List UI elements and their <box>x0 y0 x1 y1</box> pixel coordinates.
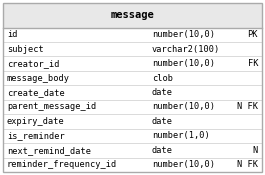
Text: number(10,0): number(10,0) <box>152 30 215 39</box>
Bar <box>3 3 262 27</box>
Text: next_remind_date: next_remind_date <box>7 146 91 155</box>
Text: create_date: create_date <box>7 88 65 97</box>
Text: N FK: N FK <box>237 160 258 169</box>
Text: message_body: message_body <box>7 74 70 83</box>
Text: date: date <box>152 88 173 97</box>
Text: expiry_date: expiry_date <box>7 117 65 126</box>
Text: creator_id: creator_id <box>7 59 59 68</box>
Text: FK: FK <box>248 59 258 68</box>
Text: varchar2(100): varchar2(100) <box>152 45 220 54</box>
Text: reminder_frequency_id: reminder_frequency_id <box>7 160 117 169</box>
Text: number(10,0): number(10,0) <box>152 103 215 111</box>
Text: N FK: N FK <box>237 103 258 111</box>
Text: id: id <box>7 30 17 39</box>
Text: parent_message_id: parent_message_id <box>7 103 96 111</box>
Text: date: date <box>152 117 173 126</box>
Text: date: date <box>152 146 173 155</box>
Text: number(10,0): number(10,0) <box>152 160 215 169</box>
Text: message: message <box>111 10 154 20</box>
Text: subject: subject <box>7 45 44 54</box>
Text: number(1,0): number(1,0) <box>152 131 210 140</box>
Text: PK: PK <box>248 30 258 39</box>
Text: N: N <box>253 146 258 155</box>
Text: number(10,0): number(10,0) <box>152 59 215 68</box>
Text: is_reminder: is_reminder <box>7 131 65 140</box>
Text: clob: clob <box>152 74 173 83</box>
